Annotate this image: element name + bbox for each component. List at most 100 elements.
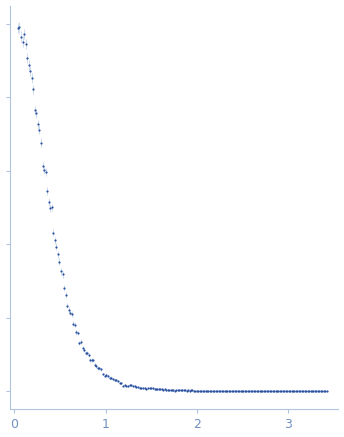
- Point: [315, 388, 321, 395]
- Point: [52, 237, 58, 244]
- Point: [230, 388, 236, 395]
- Point: [305, 388, 310, 395]
- Point: [147, 385, 152, 392]
- Point: [254, 388, 259, 395]
- Point: [107, 375, 112, 382]
- Point: [128, 382, 134, 389]
- Point: [242, 388, 248, 395]
- Point: [190, 387, 195, 394]
- Point: [117, 380, 122, 387]
- Point: [276, 388, 281, 395]
- Point: [274, 388, 280, 395]
- Point: [26, 62, 31, 69]
- Point: [54, 243, 59, 250]
- Point: [20, 38, 25, 45]
- Point: [153, 385, 159, 392]
- Point: [283, 388, 289, 395]
- Point: [226, 388, 232, 395]
- Point: [290, 388, 296, 395]
- Point: [184, 387, 189, 394]
- Point: [44, 188, 50, 195]
- Point: [295, 388, 300, 395]
- Point: [108, 374, 114, 381]
- Point: [89, 357, 95, 364]
- Point: [279, 388, 284, 395]
- Point: [75, 329, 81, 336]
- Point: [102, 373, 107, 380]
- Point: [194, 387, 200, 394]
- Point: [311, 388, 316, 395]
- Point: [21, 31, 27, 38]
- Point: [195, 387, 201, 394]
- Point: [29, 75, 34, 82]
- Point: [198, 387, 204, 394]
- Point: [38, 139, 44, 146]
- Point: [15, 24, 21, 31]
- Point: [296, 388, 302, 395]
- Point: [219, 387, 224, 394]
- Point: [115, 378, 121, 385]
- Point: [247, 388, 252, 395]
- Point: [171, 386, 176, 393]
- Point: [321, 388, 326, 395]
- Point: [114, 377, 119, 384]
- Point: [66, 306, 72, 313]
- Point: [228, 388, 233, 395]
- Point: [155, 386, 160, 393]
- Point: [270, 388, 276, 395]
- Point: [83, 350, 88, 357]
- Point: [84, 350, 90, 357]
- Point: [156, 385, 162, 392]
- Point: [143, 385, 149, 392]
- Point: [31, 86, 36, 93]
- Point: [58, 268, 64, 275]
- Point: [100, 371, 106, 378]
- Point: [248, 388, 254, 395]
- Point: [69, 311, 75, 318]
- Point: [281, 388, 287, 395]
- Point: [165, 386, 170, 393]
- Point: [214, 387, 220, 394]
- Point: [18, 33, 24, 40]
- Point: [251, 388, 256, 395]
- Point: [255, 388, 261, 395]
- Point: [258, 388, 264, 395]
- Point: [320, 388, 325, 395]
- Point: [145, 385, 151, 392]
- Point: [46, 198, 52, 205]
- Point: [123, 382, 129, 389]
- Point: [298, 388, 303, 395]
- Point: [169, 386, 175, 393]
- Point: [197, 387, 203, 394]
- Point: [64, 302, 70, 309]
- Point: [77, 340, 82, 347]
- Point: [130, 382, 136, 389]
- Point: [238, 388, 243, 395]
- Point: [87, 356, 93, 363]
- Point: [225, 387, 230, 394]
- Point: [94, 363, 99, 370]
- Point: [316, 388, 322, 395]
- Point: [150, 385, 156, 392]
- Point: [229, 387, 235, 394]
- Point: [203, 387, 208, 394]
- Point: [261, 388, 267, 395]
- Point: [162, 385, 168, 392]
- Point: [137, 385, 142, 392]
- Point: [181, 387, 186, 394]
- Point: [266, 388, 271, 395]
- Point: [267, 388, 272, 395]
- Point: [213, 387, 218, 394]
- Point: [74, 329, 79, 336]
- Point: [104, 372, 109, 379]
- Point: [17, 24, 22, 31]
- Point: [182, 387, 188, 394]
- Point: [277, 388, 283, 395]
- Point: [268, 388, 274, 395]
- Point: [140, 384, 146, 391]
- Point: [142, 385, 147, 392]
- Point: [92, 361, 98, 368]
- Point: [245, 388, 250, 395]
- Point: [239, 388, 245, 395]
- Point: [324, 388, 329, 395]
